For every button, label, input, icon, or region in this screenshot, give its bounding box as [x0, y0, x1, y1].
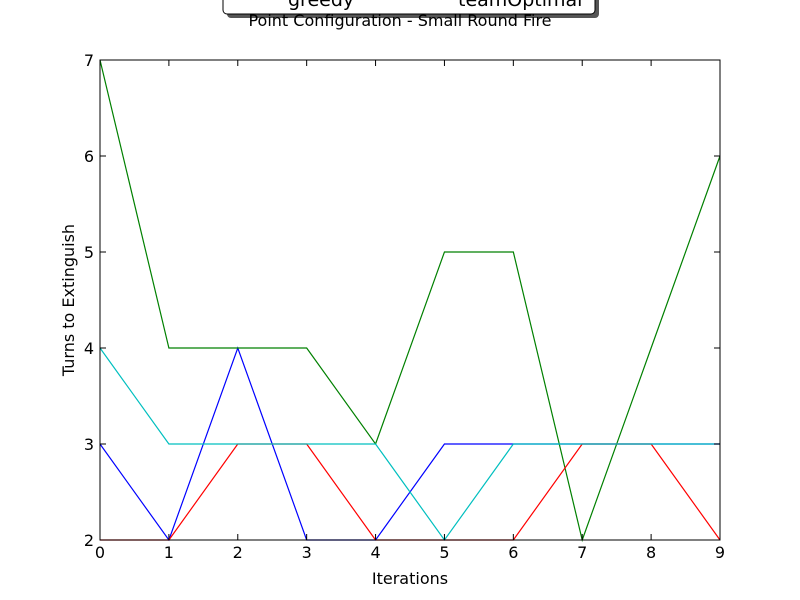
x-tick-label: 5 [439, 543, 449, 562]
y-axis-ticks: 2 3 4 5 6 7 [84, 51, 720, 550]
x-axis-ticks: 0 1 2 3 4 5 6 7 8 9 [95, 60, 725, 562]
legend-label-greedy: greedy [288, 0, 354, 11]
x-tick-label: 9 [715, 543, 725, 562]
series-line-2 [99, 59, 721, 543]
plot-frame [99, 59, 721, 541]
x-tick-label: 8 [646, 543, 656, 562]
legend: greedy teamOptimal [222, 0, 599, 18]
x-tick-label: 6 [508, 543, 518, 562]
y-tick-label: 6 [84, 147, 94, 166]
legend-frame [222, 0, 596, 15]
legend-label-teamoptimal: teamOptimal [458, 0, 582, 11]
x-tick-label: 2 [233, 543, 243, 562]
x-tick-label: 0 [95, 543, 105, 562]
y-tick-label: 5 [84, 243, 94, 262]
y-axis-title: Turns to Extinguish [59, 224, 78, 377]
x-tick-label: 4 [370, 543, 380, 562]
chart-title: Point Configuration - Small Round Fire [248, 11, 551, 30]
x-tick-label: 1 [164, 543, 174, 562]
y-tick-label: 7 [84, 51, 94, 70]
x-tick-label: 7 [577, 543, 587, 562]
x-tick-label: 3 [302, 543, 312, 562]
y-tick-label: 3 [84, 435, 94, 454]
plot-lines [99, 59, 721, 543]
y-tick-label: 2 [84, 531, 94, 550]
y-tick-label: 4 [84, 339, 94, 358]
x-axis-title: Iterations [372, 569, 448, 588]
series-line-4 [99, 347, 720, 542]
